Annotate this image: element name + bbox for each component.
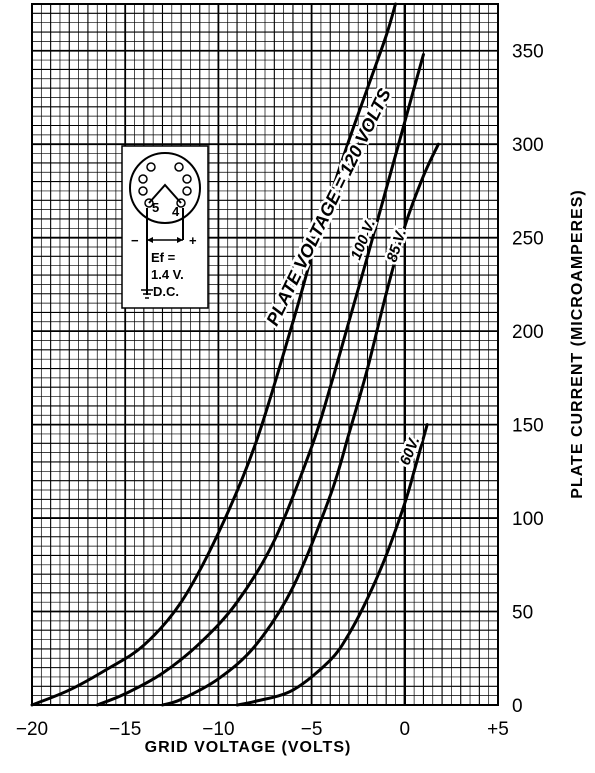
tube-socket-inset: 5 4 − + Ef = 1.4 V. D.C. bbox=[121, 145, 209, 309]
pin-label-5: 5 bbox=[152, 200, 159, 215]
y-tick-label: 350 bbox=[512, 42, 544, 63]
x-tick-label: 0 bbox=[400, 719, 411, 740]
y-tick-labels: 0 50 100 150 200 250 300 350 bbox=[512, 42, 544, 717]
socket-pin bbox=[182, 174, 192, 184]
curve-120v bbox=[30, 2, 397, 707]
y-tick-label: 50 bbox=[512, 603, 533, 624]
y-tick-label: 100 bbox=[512, 509, 544, 530]
socket-pin bbox=[138, 174, 148, 184]
arrow-left bbox=[147, 237, 153, 243]
polarity-plus: + bbox=[189, 233, 197, 248]
y-tick-label: 0 bbox=[512, 696, 523, 717]
ef-label: Ef = bbox=[151, 250, 176, 265]
x-tick-labels: −20 −15 −10 −5 0 +5 bbox=[16, 719, 509, 740]
x-tick-label: −15 bbox=[109, 719, 141, 740]
plot-border bbox=[31, 3, 499, 706]
grid bbox=[31, 3, 499, 706]
polarity-minus: − bbox=[131, 233, 139, 248]
arrow-right bbox=[177, 237, 183, 243]
y-tick-label: 250 bbox=[512, 229, 544, 250]
x-tick-label: −10 bbox=[202, 719, 234, 740]
socket-pin bbox=[174, 162, 184, 172]
x-tick-label: −20 bbox=[16, 719, 48, 740]
y-tick-label: 200 bbox=[512, 322, 544, 343]
pin-label-4: 4 bbox=[172, 204, 180, 219]
x-tick-label: +5 bbox=[487, 719, 509, 740]
filament-symbol bbox=[148, 183, 182, 204]
socket-pin bbox=[182, 186, 192, 196]
y-tick-label: 300 bbox=[512, 135, 544, 156]
y-tick-label: 150 bbox=[512, 416, 544, 437]
curves bbox=[30, 2, 440, 707]
curve-100v bbox=[95, 52, 425, 707]
x-tick-label: −5 bbox=[301, 719, 323, 740]
curve-60v bbox=[235, 423, 429, 707]
ef-value: 1.4 V. bbox=[151, 267, 184, 282]
curve-85v bbox=[160, 142, 440, 707]
ef-type: D.C. bbox=[153, 284, 179, 299]
x-axis-title: GRID VOLTAGE (VOLTS) bbox=[145, 739, 352, 756]
y-axis-title: PLATE CURRENT (MICROAMPERES) bbox=[569, 189, 586, 498]
socket-pin bbox=[146, 162, 156, 172]
socket-pin bbox=[138, 186, 148, 196]
